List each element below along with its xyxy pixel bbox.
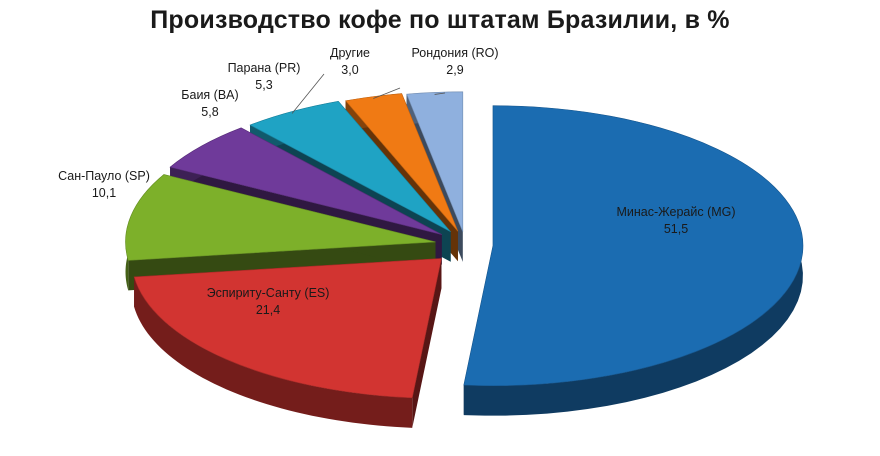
label-es: Эспириту-Санту (ES) 21,4 bbox=[207, 286, 330, 317]
label-pr-name: Парана (PR) bbox=[228, 61, 301, 75]
chart-title: Производство кофе по штатам Бразилии, в … bbox=[150, 6, 730, 34]
label-sp-name: Сан-Пауло (SP) bbox=[58, 169, 150, 183]
leader-line-6 bbox=[434, 92, 446, 95]
label-sp-value: 10,1 bbox=[92, 186, 116, 200]
pie-slice-2 bbox=[125, 174, 436, 261]
label-es-name: Эспириту-Санту (ES) bbox=[207, 286, 330, 300]
leader-line-4 bbox=[291, 73, 325, 114]
slice-labels: Минас-Жерайс (MG) 51,5 Эспириту-Санту (ES)… bbox=[58, 46, 735, 317]
pie-slice-1 bbox=[133, 258, 442, 399]
leader-lines bbox=[291, 73, 446, 114]
leader-line-5 bbox=[373, 87, 401, 99]
label-ro-value: 2,9 bbox=[446, 63, 463, 77]
slice-wall-1-0 bbox=[412, 258, 442, 428]
pie-slice-4 bbox=[249, 100, 451, 233]
label-es-value: 21,4 bbox=[256, 303, 280, 317]
label-ba-value: 5,8 bbox=[201, 105, 218, 119]
label-mg-name: Минас-Жерайс (MG) bbox=[616, 205, 735, 219]
label-ba-name: Баия (BA) bbox=[181, 88, 238, 102]
label-ro-name: Рондония (RO) bbox=[411, 46, 498, 60]
label-ba: Баия (BA) 5,8 bbox=[181, 88, 238, 119]
label-other: Другие 3,0 bbox=[330, 46, 370, 77]
pie-slice-5 bbox=[345, 93, 459, 232]
pie-slice-0 bbox=[463, 105, 804, 387]
label-mg-value: 51,5 bbox=[664, 222, 688, 236]
label-sp: Сан-Пауло (SP) 10,1 bbox=[58, 169, 150, 200]
label-mg: Минас-Жерайс (MG) 51,5 bbox=[616, 205, 735, 236]
label-other-name: Другие bbox=[330, 46, 370, 60]
slice-arc-wall-1 bbox=[134, 276, 413, 428]
pie-slice-6 bbox=[406, 91, 464, 232]
label-pr: Парана (PR) 5,3 bbox=[228, 61, 301, 92]
pie-slice-tops bbox=[125, 91, 804, 399]
label-other-value: 3,0 bbox=[341, 63, 358, 77]
label-pr-value: 5,3 bbox=[255, 78, 272, 92]
pie-slice-3 bbox=[169, 127, 442, 235]
label-ro: Рондония (RO) 2,9 bbox=[411, 46, 498, 77]
